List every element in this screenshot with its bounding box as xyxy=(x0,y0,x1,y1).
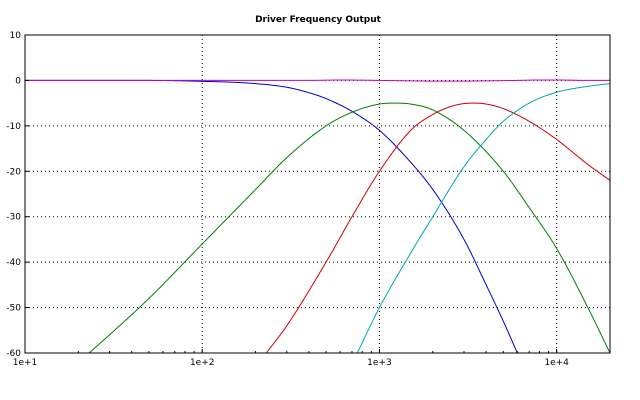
y-tick-label: -20 xyxy=(6,167,21,177)
grid xyxy=(25,35,610,353)
x-tick-label: 1e+3 xyxy=(367,358,392,368)
chart-title: Driver Frequency Output xyxy=(255,15,382,25)
y-tick-label: 10 xyxy=(10,31,22,41)
y-tick-label: -10 xyxy=(6,122,21,132)
plot-frame xyxy=(24,34,611,354)
series-line-5 xyxy=(25,79,610,82)
y-tick-label: -30 xyxy=(6,213,21,223)
axis-layer: 1e+1 1e+2 1e+3 1e+4 10 0 -10 -20 -30 -40 -50 -60 xyxy=(6,31,611,368)
series-line-4 xyxy=(356,83,610,353)
y-tick-label: -40 xyxy=(6,258,21,268)
y-tick-label: 0 xyxy=(15,76,21,86)
series-line-3 xyxy=(265,102,610,353)
y-tick-label: -60 xyxy=(6,349,21,359)
series-line-2 xyxy=(88,102,610,353)
x-tick-label: 1e+4 xyxy=(544,358,569,368)
x-tick-label: 1e+2 xyxy=(190,358,215,368)
x-tick-label: 1e+1 xyxy=(13,358,38,368)
y-tick-label: -50 xyxy=(6,304,21,314)
series-layer xyxy=(25,79,610,353)
series-line-1 xyxy=(25,79,518,353)
